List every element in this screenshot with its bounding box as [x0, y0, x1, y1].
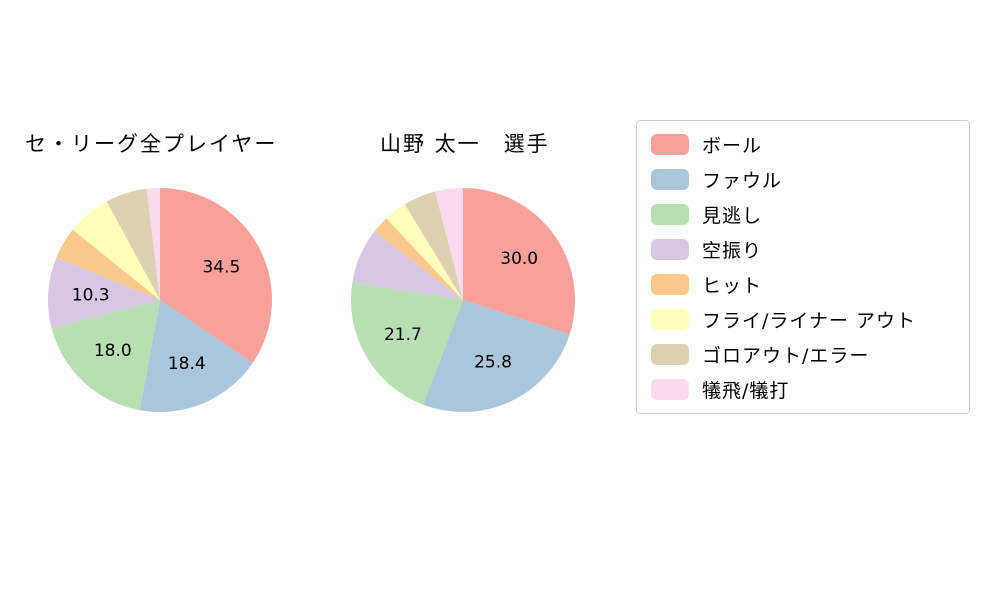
legend-color-swatch [651, 344, 689, 365]
legend-item: フライ/ライナー アウト [651, 302, 955, 337]
legend-item: ヒット [651, 267, 955, 302]
legend-item: 空振り [651, 232, 955, 267]
pie-slice-label: 34.5 [202, 258, 240, 278]
legend-label: ボール [702, 135, 763, 157]
pie-slice [106, 188, 160, 300]
legend-color-swatch [651, 274, 689, 295]
legend-label: ゴロアウト/エラー [702, 345, 870, 367]
pie-slice [146, 188, 160, 300]
pie-slice [139, 300, 253, 413]
pie-slice [48, 257, 160, 329]
pie-slice [72, 201, 160, 300]
pie-slice-label: 10.3 [72, 285, 110, 305]
pie-slice-label: 30.0 [500, 249, 538, 269]
pie-slice [160, 188, 272, 363]
legend-label: ファウル [702, 170, 783, 192]
pie-slice [423, 300, 570, 412]
pie-slice [404, 191, 463, 300]
pie-slice [51, 300, 161, 411]
pie-slice [463, 188, 576, 335]
legend-item: ボール [651, 127, 955, 162]
left-pie-title: セ・リーグ全プレイヤー [25, 132, 278, 156]
legend-color-swatch [651, 169, 689, 190]
legend-label: 空振り [702, 240, 763, 262]
legend-color-swatch [651, 239, 689, 260]
legend-label: ヒット [702, 275, 763, 297]
pie-slice [56, 229, 160, 300]
pie-chart-league: 34.5 18.4 18.0 10.3 [48, 188, 272, 413]
pie-slice [374, 218, 463, 300]
legend-item: ゴロアウト/エラー [651, 337, 955, 372]
pie-slice [351, 282, 463, 405]
pie-slice-label: 25.8 [474, 353, 512, 373]
legend-label: フライ/ライナー アウト [702, 310, 917, 332]
legend-color-swatch [651, 309, 689, 330]
pie-slice [386, 204, 463, 300]
legend-item: 見逃し [651, 197, 955, 232]
pie-slice-label: 21.7 [384, 325, 422, 345]
legend-item: 犠飛/犠打 [651, 372, 955, 407]
legend-color-swatch [651, 204, 689, 225]
right-pie-title: 山野 太一 選手 [380, 132, 550, 156]
legend-color-swatch [651, 134, 689, 155]
legend-label: 犠飛/犠打 [702, 380, 790, 402]
legend-item: ファウル [651, 162, 955, 197]
pie-slice [435, 188, 463, 300]
pie-slice [352, 231, 463, 300]
legend-label: 見逃し [702, 205, 763, 227]
pie-slice-label: 18.0 [94, 341, 132, 361]
legend-color-swatch [651, 379, 689, 400]
legend: ボール ファウル 見逃し 空振り ヒット フライ/ライナー アウト ゴロアウト/… [636, 120, 970, 414]
pie-chart-player: 30.0 25.8 21.7 [351, 188, 576, 412]
pie-slice-label: 18.4 [168, 354, 206, 374]
